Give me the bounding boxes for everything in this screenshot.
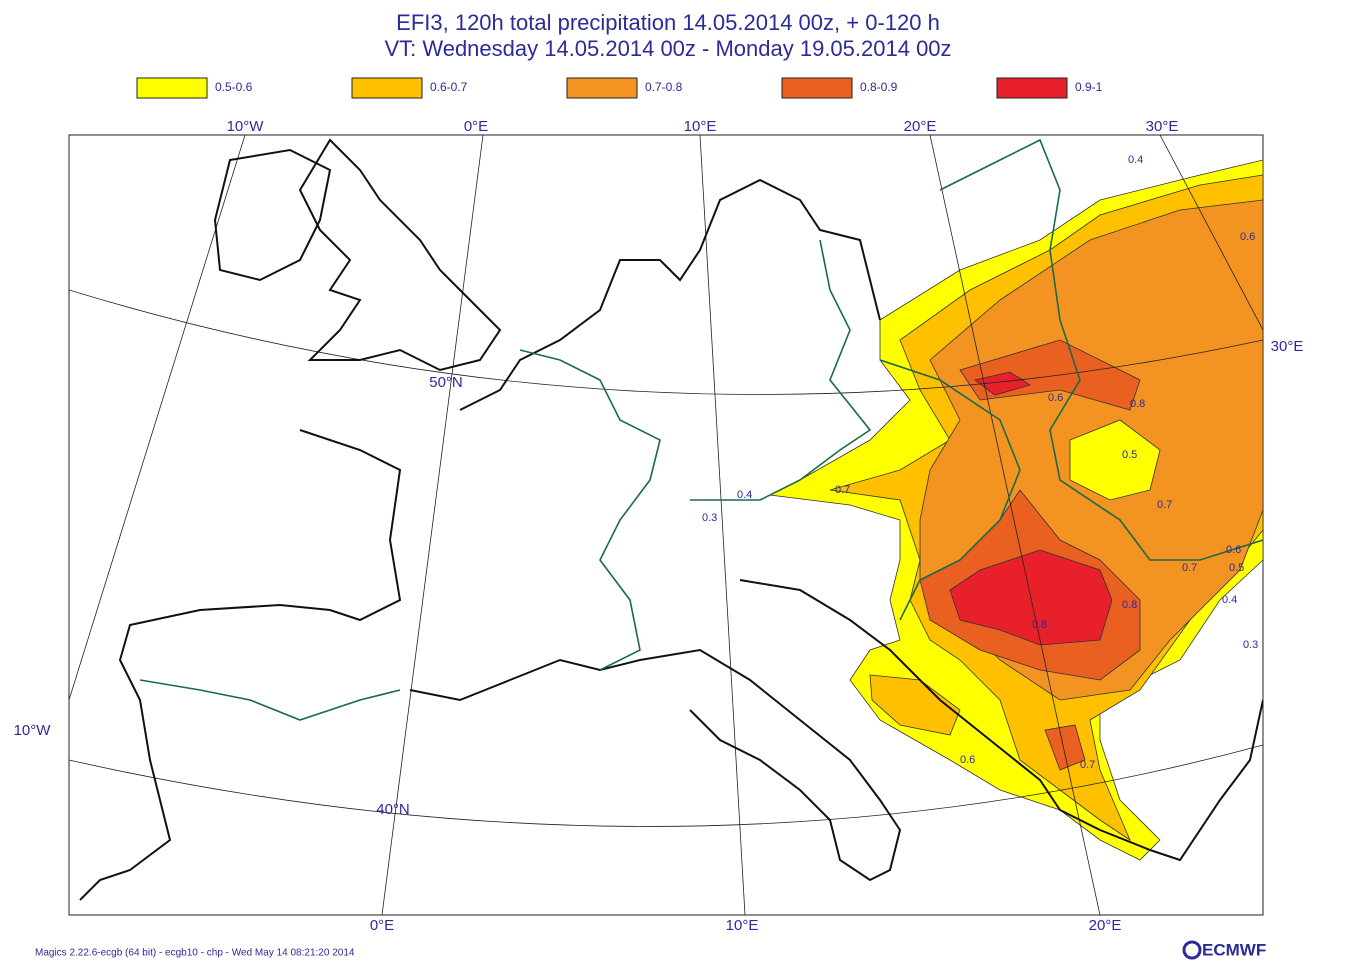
legend-label: 0.7-0.8: [645, 80, 683, 94]
footer: Magics 2.22.6-ecgb (64 bit) - ecgb10 - c…: [35, 948, 355, 959]
map-area: [69, 135, 1263, 915]
meridian-label: 30°E: [1271, 338, 1304, 355]
contour-label: 0.3: [702, 512, 717, 524]
contour-label: 0.6: [1048, 392, 1063, 404]
legend-swatch: [351, 77, 423, 99]
precipitation-fields: [768, 159, 1263, 861]
meridian-label: 10°W: [227, 118, 265, 135]
logo: ECMWF: [1182, 940, 1266, 960]
contour-labels: 0.4 0.6 0.6 0.8 0.5 0.7 0.7 0.4 0.3 0.7 …: [702, 154, 1258, 771]
graticule-labels: 10°W 0°E 10°E 20°E 30°E 30°E 10°W 50°N 4…: [14, 118, 1304, 934]
contour-label: 0.7: [1157, 499, 1172, 511]
meridian-label: 0°E: [464, 118, 488, 135]
legend-swatch: [566, 77, 638, 99]
subtitle: VT: Wednesday 14.05.2014 00z - Monday 19…: [384, 36, 951, 61]
meridian-label: 10°W: [14, 722, 52, 739]
meridian-label: 10°E: [684, 118, 717, 135]
meridian-label: 0°E: [370, 917, 394, 934]
meridian-label: 30°E: [1146, 118, 1179, 135]
legend-label: 0.9-1: [1075, 80, 1103, 94]
parallel-label: 50°N: [429, 374, 463, 391]
contour-label: 0.7: [835, 484, 850, 496]
contour-label: 0.6: [1226, 544, 1241, 556]
parallel-label: 40°N: [376, 801, 410, 818]
meridian-label: 20°E: [1089, 917, 1122, 934]
contour-label: 0.7: [1182, 562, 1197, 574]
legend-swatch: [136, 77, 208, 99]
borders: [139, 138, 1263, 721]
legend-label: 0.6-0.7: [430, 80, 468, 94]
meridian-label: 10°E: [726, 917, 759, 934]
precip-area: [1044, 724, 1086, 771]
contour-label: 0.4: [1128, 154, 1143, 166]
contour-label: 0.4: [1222, 594, 1237, 606]
logo-text: ECMWF: [1202, 940, 1266, 959]
contour-label: 0.3: [1243, 639, 1258, 651]
legend-swatch: [781, 77, 853, 99]
contour-label: 0.6: [960, 754, 975, 766]
contour-label: 0.7: [1080, 759, 1095, 771]
title: EFI3, 120h total precipitation 14.05.201…: [396, 10, 940, 35]
contour-label: 0.5: [1122, 449, 1137, 461]
precip-area: [1069, 419, 1161, 501]
legend-label: 0.5-0.6: [215, 80, 253, 94]
legend-label: 0.8-0.9: [860, 80, 898, 94]
graticule: [69, 135, 1263, 915]
meridian-label: 20°E: [904, 118, 937, 135]
contour-label: 0.4: [737, 489, 752, 501]
precip-area: [974, 371, 1031, 396]
legend-swatch: [996, 77, 1068, 99]
legend: 0.5-0.6 0.6-0.7 0.7-0.8 0.8-0.9 0.9-1: [136, 77, 1103, 99]
contour-label: 0.8: [1122, 599, 1137, 611]
contour-label: 0.8: [1130, 398, 1145, 410]
contour-label: 0.6: [1240, 231, 1255, 243]
contour-label: 0.8: [1032, 619, 1047, 631]
contour-label: 0.5: [1229, 562, 1244, 574]
